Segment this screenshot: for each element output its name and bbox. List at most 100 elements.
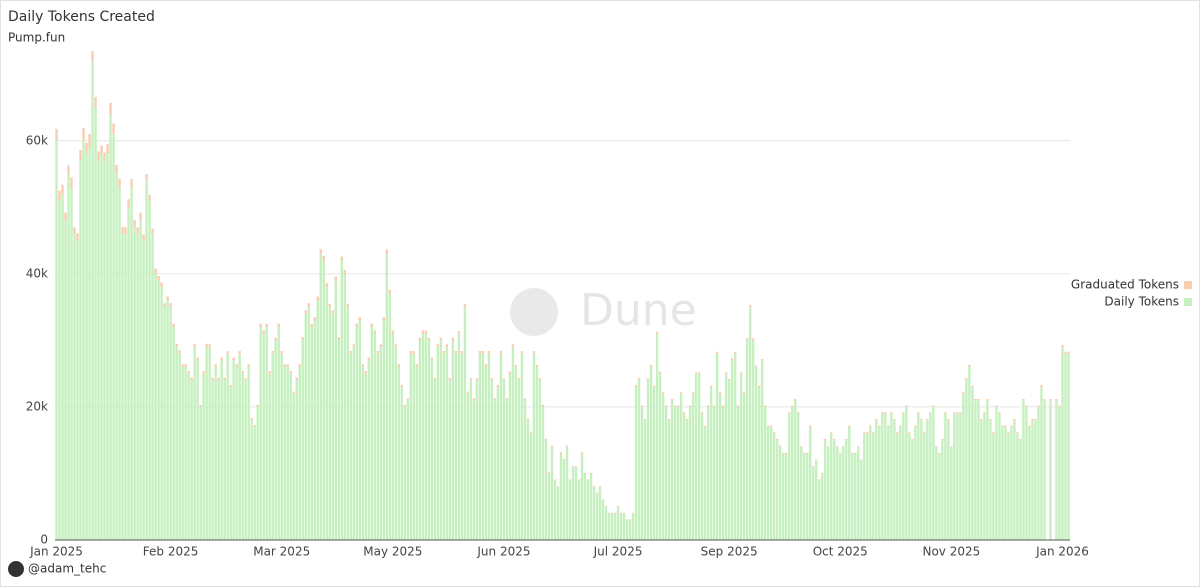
bar-segment [634,386,638,540]
bar-segment [673,405,677,407]
bar-segment [457,331,461,334]
bar-segment [950,446,953,540]
bar-segment [923,433,926,540]
bar-segment [1037,406,1040,540]
bar-segment [905,406,908,540]
bar-segment [112,134,115,540]
bar-segment [499,353,503,540]
legend-swatch [1184,298,1192,306]
bar-segment [1004,425,1007,427]
bar-segment [496,384,500,387]
bar-segment [82,128,85,141]
bar-segment [721,406,725,540]
bar-segment [103,160,106,540]
bar-segment [643,418,647,421]
bar-segment [472,398,476,401]
bar-segment [532,351,536,354]
bar-segment [61,184,64,195]
bar-segment [887,425,890,427]
bar-segment [622,513,626,540]
bar-segment [872,432,875,434]
bar-segment [767,426,770,540]
x-tick-label: Jan 2026 [1035,545,1089,559]
bar-segment [391,333,395,540]
bar-segment [571,466,575,467]
bar-segment [193,343,196,348]
bar-segment [878,425,881,427]
bar-segment [307,303,310,308]
bar-segment [1019,438,1022,441]
bar-segment [730,360,734,540]
bar-segment [97,151,100,161]
bar-segment [1064,351,1067,354]
bar-segment [352,347,355,540]
bar-segment [403,406,407,540]
bar-segment [866,433,869,540]
bar-segment [661,393,665,540]
bar-segment [214,364,217,368]
bar-segment [730,358,734,361]
bar-segment [586,480,590,540]
bar-segment [676,405,680,407]
bar-segment [346,303,349,308]
bar-segment [160,287,163,540]
bar-segment [94,96,97,108]
bar-segment [956,412,959,414]
bar-segment [64,212,67,221]
bar-segment [484,364,488,368]
bar-segment [259,323,262,328]
bar-segment [715,353,719,540]
bar-segment [791,405,794,407]
bar-segment [289,373,292,540]
bar-segment [325,287,328,540]
bar-segment [884,412,887,414]
bar-segment [118,187,121,540]
bar-segment [914,425,917,427]
bar-segment [658,373,662,540]
bar-segment [127,199,130,208]
bar-segment [986,398,989,401]
bar-segment [454,351,458,354]
bar-segment [706,406,710,540]
bar-segment [463,303,467,308]
bar-segment [91,60,94,541]
bar-segment [157,275,160,281]
bar-segment [863,433,866,540]
bar-segment [520,351,524,354]
bar-segment [1031,418,1034,421]
bar-segment [757,386,761,540]
bar-segment [983,413,986,540]
bar-segment [409,353,413,540]
bar-segment [854,453,857,540]
bar-segment [235,367,238,540]
bar-segment [1007,433,1010,540]
bar-segment [358,317,362,321]
bar-segment [902,412,905,414]
bar-segment [523,400,527,540]
bar-segment [118,178,121,188]
bar-segment [310,327,313,540]
bar-segment [736,406,740,540]
x-tick-label: Oct 2025 [813,545,868,559]
bar-segment [226,353,229,540]
bar-segment [779,445,782,447]
bar-segment [148,194,151,201]
bar-segment [397,367,401,540]
bar-segment [220,357,223,361]
bar-segment [745,338,749,341]
bar-segment [106,144,109,155]
bar-segment [899,426,902,540]
bar-segment [965,380,968,540]
bar-segment [580,452,584,454]
bar-segment [616,506,620,540]
bar-segment [454,353,458,540]
chart-subtitle: Pump.fun [8,31,65,45]
bar-segment [977,398,980,401]
bar-segment [478,353,482,540]
bar-segment [256,406,259,540]
bar-segment [211,380,214,540]
bar-segment [292,391,295,394]
bar-segment [376,351,380,354]
bar-segment [397,364,401,368]
bar-segment [971,385,974,387]
